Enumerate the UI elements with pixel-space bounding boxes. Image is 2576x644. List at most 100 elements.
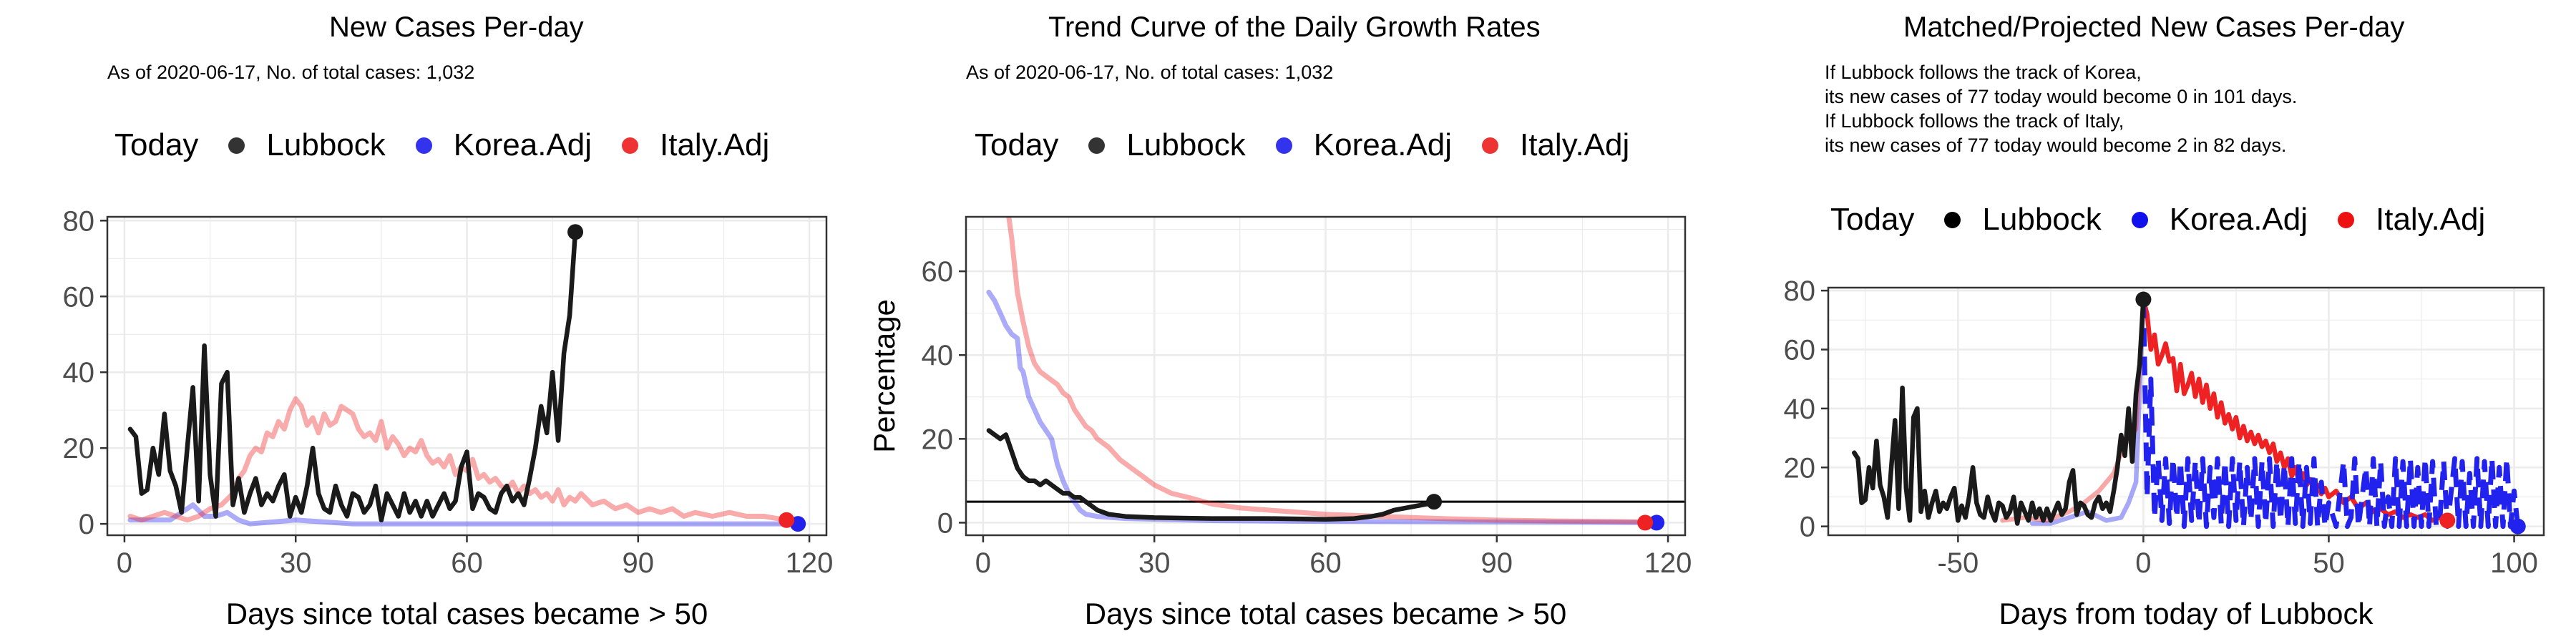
y-tick-label: 20 (922, 424, 954, 455)
legend-dot-icon (1482, 137, 1499, 154)
chart-plot-area: 0 30 60 90 120 0 20 40 60 Days since total cases … (867, 215, 1692, 630)
panel-note: If Lubbock follows the track of Italy, (1825, 110, 2124, 132)
today-point-korea-adj (1649, 514, 1665, 531)
legend-label: Lubbock (266, 127, 386, 162)
y-tick-label: 60 (1784, 335, 1816, 366)
panel-growth-rates: Trend Curve of the Daily Growth Rates As… (859, 0, 1717, 644)
y-tick-label: 0 (1800, 512, 1815, 543)
legend-label: Korea.Adj (1313, 127, 1453, 162)
y-tick-label: 80 (1784, 275, 1816, 307)
legend-item-korea: Korea.Adj (410, 127, 592, 163)
series-line-korea-adj (127, 502, 801, 527)
legend-label: Italy.Adj (1520, 127, 1630, 162)
legend-item-italy: Italy.Adj (1476, 127, 1629, 163)
series-line-lubbock (986, 428, 1437, 522)
panel-frame (1827, 286, 2545, 537)
panel-subtitle: As of 2020-06-17, No. of total cases: 1,… (107, 62, 475, 83)
x-tick-label: 120 (786, 547, 834, 579)
panel-projected-cases: Matched/Projected New Cases Per-day If L… (1717, 0, 2576, 644)
y-tick-label: 60 (63, 281, 95, 313)
legend-label: Lubbock (1982, 202, 2102, 237)
legend-item-korea: Korea.Adj (1270, 127, 1452, 163)
legend-dot-icon (2338, 211, 2355, 228)
today-point-italy-adj (1637, 514, 1654, 531)
y-tick-label: 20 (63, 433, 95, 464)
legend-dot-icon (1944, 211, 1961, 228)
legend-item-italy: Italy.Adj (2332, 202, 2485, 238)
legend-item-korea: Korea.Adj (2126, 202, 2308, 238)
panel-title: Matched/Projected New Cases Per-day (1903, 11, 2405, 43)
series-line-lubbock (127, 229, 578, 523)
today-point-italy-adj (2439, 512, 2456, 529)
today-point-lubbock (567, 224, 584, 240)
y-axis-label: Percentage (867, 299, 901, 453)
y-tick-label: 40 (1784, 394, 1816, 425)
x-tick-label: 100 (2490, 547, 2538, 579)
legend-dot-icon (2131, 211, 2148, 228)
series-line-korea-adj (2140, 299, 2521, 530)
legend-dot-icon (1088, 137, 1106, 154)
legend-label: Korea.Adj (2169, 202, 2308, 237)
x-tick-label: 90 (1481, 547, 1513, 579)
panel-note: its new cases of 77 today would become 0… (1825, 86, 2298, 107)
x-axis-label: Days since total cases became > 50 (1085, 597, 1567, 630)
today-point-lubbock (2135, 291, 2152, 308)
x-tick-label: 0 (975, 547, 991, 579)
legend-label: Korea.Adj (453, 127, 592, 162)
x-tick-label: 30 (280, 547, 312, 579)
legend-dot-icon (622, 137, 639, 154)
legend-title: Today (1830, 202, 1915, 237)
y-tick-label: 40 (63, 357, 95, 389)
series-group (127, 229, 801, 527)
y-tick-label: 0 (79, 509, 94, 540)
series-line-korea-adj-matched (2029, 297, 2146, 526)
series-line-italy-adj (1006, 217, 1648, 525)
x-axis-label: Days since total cases became > 50 (226, 597, 708, 630)
legend-label: Lubbock (1126, 127, 1246, 162)
legend-item-lubbock: Lubbock (1083, 127, 1246, 163)
series-group (986, 217, 1659, 525)
x-tick-label: 50 (2313, 547, 2345, 579)
today-point-korea-adj (2509, 518, 2526, 535)
x-tick-label: 60 (1309, 547, 1342, 579)
legend: Today Lubbock Korea.Adj Italy.Adj (114, 127, 794, 163)
legend: Today Lubbock Korea.Adj Italy.Adj (1830, 202, 2509, 238)
panel-note: If Lubbock follows the track of Korea, (1825, 62, 2142, 83)
legend-dot-icon (228, 137, 245, 154)
legend-title: Today (114, 127, 199, 162)
panel-new-cases: New Cases Per-day As of 2020-06-17, No. … (0, 0, 859, 644)
y-tick-label: 60 (922, 256, 954, 288)
x-tick-label: 120 (1644, 547, 1692, 579)
legend-label: Italy.Adj (660, 127, 770, 162)
series-group (1852, 297, 2521, 530)
x-tick-label: 90 (623, 547, 655, 579)
legend-item-italy: Italy.Adj (616, 127, 769, 163)
legend-dot-icon (1275, 137, 1292, 154)
panel-note: its new cases of 77 today would become 2… (1825, 135, 2287, 156)
panel-subtitle: As of 2020-06-17, No. of total cases: 1,… (966, 62, 1334, 83)
series-line-lubbock (1852, 297, 2146, 526)
y-tick-label: 80 (63, 205, 95, 237)
legend-label: Italy.Adj (2376, 202, 2486, 237)
series-line-korea-adj (986, 289, 1659, 525)
series-line-italy-adj (127, 396, 789, 523)
grid-lines (107, 217, 826, 535)
grid-lines (966, 217, 1685, 535)
legend: Today Lubbock Korea.Adj Italy.Adj (975, 127, 1654, 163)
x-tick-label: 0 (2135, 547, 2151, 579)
x-tick-label: 60 (451, 547, 483, 579)
y-tick-label: 40 (922, 340, 954, 371)
legend-item-lubbock: Lubbock (223, 127, 386, 163)
chart-plot-area: -50 0 50 100 0 20 40 60 80 Days from today of Lub… (1784, 275, 2545, 630)
panel-title: New Cases Per-day (329, 11, 584, 43)
x-tick-label: 0 (117, 547, 132, 579)
x-tick-label: -50 (1937, 547, 1979, 579)
panel-title: Trend Curve of the Daily Growth Rates (1048, 11, 1541, 43)
chart-plot-area: 0 30 60 90 120 0 20 40 60 80 Days since total case… (63, 205, 834, 630)
x-tick-label: 30 (1138, 547, 1171, 579)
legend-title: Today (975, 127, 1059, 162)
x-axis-label: Days from today of Lubbock (1999, 597, 2374, 630)
legend-dot-icon (415, 137, 432, 154)
y-tick-label: 0 (937, 507, 953, 539)
y-tick-label: 20 (1784, 452, 1816, 484)
